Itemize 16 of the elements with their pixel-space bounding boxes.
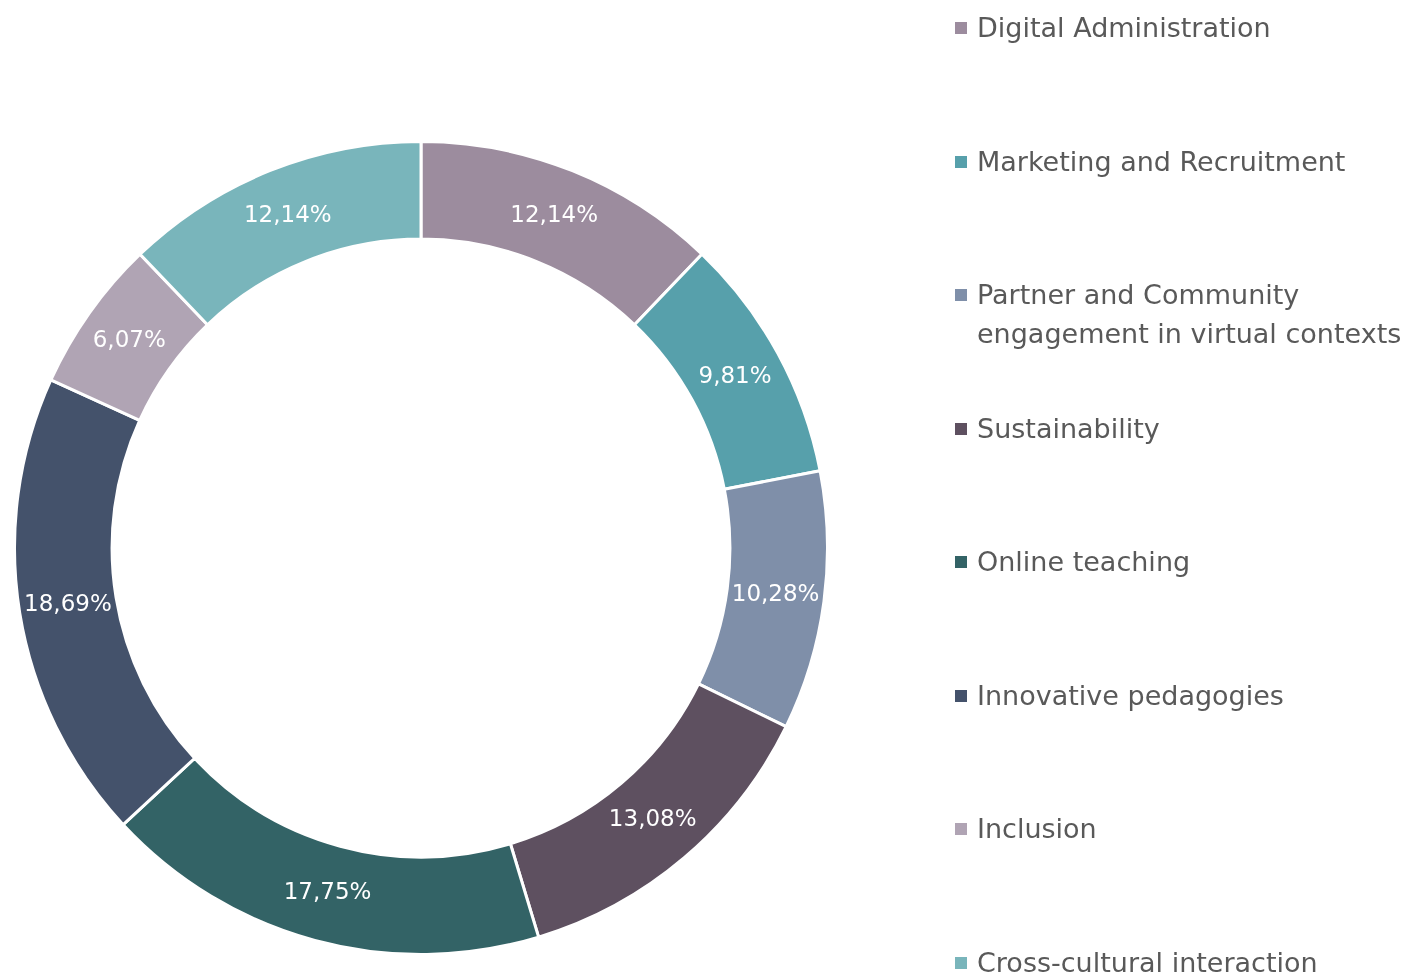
legend-label: Marketing and Recruitment: [977, 144, 1346, 179]
data-label: 17,75%: [283, 878, 372, 905]
legend-label: Inclusion: [977, 812, 1097, 846]
legend-label: Cross-cultural interaction: [977, 945, 1318, 978]
legend-label: Partner and Community engagement in virtual contexts: [977, 278, 1403, 351]
data-label: 6,07%: [92, 326, 166, 353]
legend-label: Online teaching: [977, 545, 1191, 579]
legend-label: Innovative pedagogies: [977, 678, 1284, 713]
data-label: 13,08%: [608, 805, 697, 832]
data-label: 12,14%: [243, 200, 332, 227]
data-label: 10,28%: [731, 580, 820, 607]
legend-label: Sustainability: [977, 411, 1160, 446]
data-label: 12,14%: [510, 200, 599, 227]
data-label: 9,81%: [698, 361, 772, 388]
legend-label: Digital Administration: [977, 11, 1271, 45]
data-label: 18,69%: [24, 590, 112, 617]
